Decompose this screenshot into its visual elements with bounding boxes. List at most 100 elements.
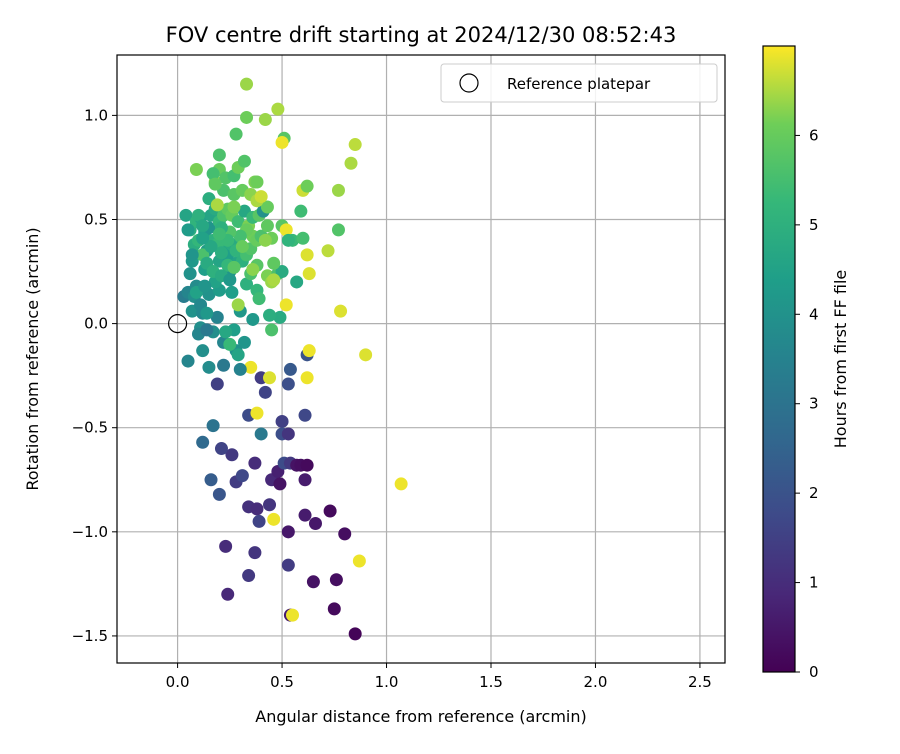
data-point (221, 587, 235, 601)
data-point (240, 77, 254, 91)
colorbar-tick-label: 6 (809, 126, 819, 144)
colorbar-tick-label: 0 (809, 663, 819, 681)
colorbar-tick-label: 3 (809, 395, 819, 413)
data-point (300, 179, 314, 193)
data-point (271, 102, 285, 116)
x-axis-ticks: 0.0 0.5 1.0 1.5 2.0 2.5 (166, 663, 712, 691)
data-point (290, 275, 304, 289)
legend-entry-reference-platepar: Reference platepar (507, 75, 651, 93)
x-axis-label: Angular distance from reference (arcmin) (255, 707, 586, 726)
data-point (242, 569, 256, 583)
data-point (196, 219, 210, 233)
data-point (275, 135, 289, 149)
data-point (225, 448, 239, 462)
data-point (183, 267, 197, 281)
data-point (217, 358, 231, 372)
data-point (235, 469, 249, 483)
data-point (298, 408, 312, 422)
data-point (237, 154, 251, 168)
colorbar: 0 1 2 3 4 5 6 Hours from first FF file (762, 45, 850, 681)
data-point (359, 348, 373, 362)
data-point (204, 240, 218, 254)
data-point (279, 298, 293, 312)
data-point (240, 277, 254, 291)
data-point (240, 110, 254, 124)
grid-lines (117, 55, 725, 663)
data-point (214, 246, 228, 260)
data-point (294, 204, 308, 218)
data-point (281, 233, 295, 247)
data-point (329, 573, 343, 587)
data-point (202, 360, 216, 374)
data-point (181, 354, 195, 368)
data-point (275, 414, 289, 428)
data-point (208, 177, 222, 191)
data-point (212, 227, 226, 241)
data-point (273, 477, 287, 491)
x-tick-label: 0.5 (270, 673, 294, 691)
data-point (206, 419, 220, 433)
y-tick-label: 1.0 (84, 106, 108, 124)
data-point (263, 498, 277, 512)
data-point (267, 256, 281, 270)
colorbar-tick-label: 2 (809, 484, 819, 502)
data-point (258, 233, 272, 247)
data-point (281, 525, 295, 539)
data-point (252, 292, 266, 306)
data-point (210, 198, 224, 212)
data-point (181, 223, 195, 237)
data-point (212, 487, 226, 501)
data-point (231, 298, 245, 312)
x-tick-label: 2.0 (584, 673, 608, 691)
data-point (212, 148, 226, 162)
data-point (231, 215, 245, 229)
data-point (198, 279, 212, 293)
y-axis-label: Rotation from reference (arcmin) (23, 227, 42, 490)
y-tick-label: 0.0 (84, 315, 108, 333)
data-point (263, 371, 277, 385)
data-point (331, 183, 345, 197)
data-point (231, 348, 245, 362)
data-point (302, 267, 316, 281)
x-tick-label: 0.0 (166, 673, 190, 691)
data-point (298, 473, 312, 487)
data-point (321, 244, 335, 258)
data-point (196, 344, 210, 358)
data-point (283, 362, 297, 376)
data-point (254, 190, 268, 204)
data-point (258, 385, 272, 399)
chart-title: FOV centre drift starting at 2024/12/30 … (166, 23, 677, 47)
data-point (227, 260, 241, 274)
y-tick-label: 0.5 (84, 210, 108, 228)
data-point (223, 273, 237, 287)
data-point (179, 208, 193, 222)
data-point (219, 325, 233, 339)
data-point (229, 127, 243, 141)
data-points (177, 77, 408, 641)
data-point (327, 602, 341, 616)
x-tick-label: 2.5 (688, 673, 712, 691)
x-tick-label: 1.0 (375, 673, 399, 691)
y-axis-ticks: −1.5 −1.0 −0.5 0.0 0.5 1.0 (72, 106, 117, 645)
data-point (331, 223, 345, 237)
data-point (233, 362, 247, 376)
data-point (300, 371, 314, 385)
data-point (227, 200, 241, 214)
colorbar-tick-label: 5 (809, 216, 819, 234)
data-point (258, 113, 272, 127)
colorbar-label: Hours from first FF file (831, 270, 850, 449)
data-point (334, 304, 348, 318)
data-point (348, 138, 362, 152)
data-point (275, 265, 289, 279)
data-point (298, 508, 312, 522)
reference-point-marker (167, 314, 188, 334)
data-point (185, 248, 199, 262)
data-point (189, 163, 203, 177)
data-point (196, 435, 210, 449)
colorbar-tick-label: 4 (809, 305, 819, 323)
data-point (323, 504, 337, 518)
x-tick-label: 1.5 (479, 673, 503, 691)
data-point (200, 323, 214, 337)
data-point (260, 219, 274, 233)
data-point (263, 308, 277, 322)
